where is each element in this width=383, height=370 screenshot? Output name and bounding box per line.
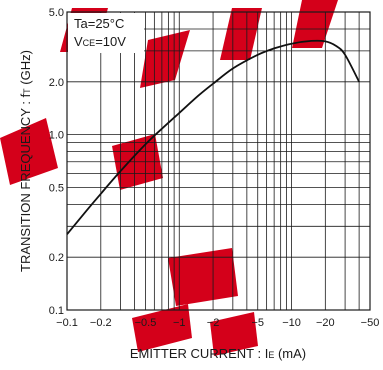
y-tick-label: 1.0 <box>49 130 64 142</box>
y-tick-label: 0.1 <box>49 305 64 317</box>
condition-vce: VCE=10V <box>74 34 126 49</box>
x-tick-label: −10 <box>282 317 301 329</box>
condition-ta: Ta=25°C <box>74 16 124 31</box>
x-tick-label: −20 <box>316 317 335 329</box>
watermark-shape-8 <box>210 312 258 356</box>
x-tick-label: −5 <box>251 317 264 329</box>
y-tick-label: 2.0 <box>49 77 64 89</box>
watermark-shape-2 <box>220 8 262 60</box>
watermark-shape-1 <box>140 30 190 88</box>
y-tick-label: 0.2 <box>49 252 64 264</box>
watermark-shape-6 <box>168 248 238 306</box>
watermark-shape-7 <box>132 304 192 352</box>
conditions-box: Ta=25°C VCE=10V <box>68 13 144 53</box>
x-tick-label: −0.1 <box>56 317 78 329</box>
y-tick-label: 5.0 <box>49 7 64 19</box>
watermark-shape-4 <box>0 118 58 185</box>
x-tick-label: −0.2 <box>90 317 112 329</box>
x-tick-label: −50 <box>361 317 380 329</box>
y-axis-label: TRANSITION FREQUENCY : fT (GHz) <box>18 50 33 272</box>
y-tick-labels: 0.1 0.2 0.5 1.0 2.0 5.0 <box>49 7 64 317</box>
x-tick-label: −1 <box>173 317 186 329</box>
series-line <box>66 39 360 235</box>
y-tick-label: 0.5 <box>49 182 64 194</box>
watermark <box>0 0 338 356</box>
x-tick-label: −2 <box>207 317 220 329</box>
data-series <box>66 39 360 235</box>
x-axis-label: EMITTER CURRENT : IE (mA) <box>130 346 306 361</box>
conditions-background <box>68 13 144 53</box>
x-tick-labels: −0.1 −0.2 −0.5 −1 −2 −5 −10 −20 −50 <box>56 317 379 329</box>
plot-frame <box>66 11 371 311</box>
x-tick-label: −0.5 <box>135 317 157 329</box>
